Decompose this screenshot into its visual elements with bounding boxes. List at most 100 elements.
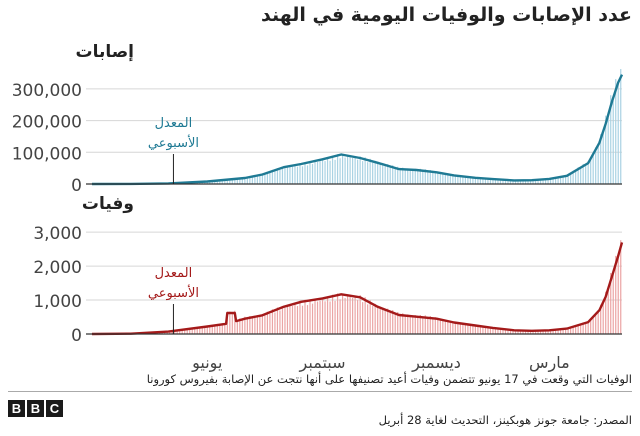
- deaths-daily-bar: [432, 318, 434, 334]
- cases-daily-bar: [419, 168, 421, 184]
- cases-daily-bar: [241, 178, 243, 184]
- deaths-daily-bar: [464, 324, 466, 334]
- deaths-daily-bar: [359, 295, 361, 334]
- deaths-daily-bar: [610, 272, 612, 334]
- cases-daily-bar: [472, 177, 474, 184]
- deaths-daily-bar: [447, 320, 449, 334]
- deaths-daily-bar: [392, 310, 394, 334]
- cases-daily-bar: [519, 180, 522, 184]
- deaths-daily-bar: [299, 300, 301, 334]
- deaths-daily-bar: [424, 315, 426, 334]
- cases-daily-bar: [372, 162, 374, 184]
- cases-daily-bar: [221, 179, 223, 184]
- cases-daily-bar: [552, 178, 554, 184]
- cases-daily-bar: [214, 180, 216, 184]
- deaths-daily-bar: [374, 303, 376, 334]
- deaths-daily-bar: [607, 290, 609, 334]
- cases-daily-bar: [442, 172, 444, 184]
- cases-daily-bar: [444, 173, 446, 184]
- cases-daily-bar: [211, 180, 213, 184]
- cases-daily-bar: [607, 117, 609, 184]
- deaths-daily-bar: [527, 330, 529, 334]
- deaths-daily-bar: [239, 318, 241, 334]
- deaths-daily-bar: [570, 327, 572, 334]
- deaths-daily-bar: [587, 321, 589, 334]
- cases-daily-bar: [565, 176, 567, 184]
- cases-daily-bar: [585, 165, 587, 184]
- deaths-daily-bar: [324, 301, 326, 334]
- cases-daily-bar: [414, 168, 416, 184]
- cases-daily-bar: [316, 162, 319, 184]
- cases-daily-bar: [407, 168, 409, 184]
- deaths-daily-bar: [296, 306, 299, 334]
- deaths-daily-bar: [194, 327, 196, 334]
- deaths-daily-bar: [422, 317, 424, 334]
- deaths-daily-bar: [181, 330, 183, 334]
- cases-daily-bar: [266, 171, 269, 184]
- cases-daily-bar: [281, 166, 284, 184]
- cases-daily-bar: [306, 165, 309, 184]
- cases-daily-bar: [261, 173, 264, 184]
- deaths-daily-bar: [224, 323, 226, 334]
- cases-daily-bar: [502, 179, 504, 184]
- cases-daily-bar: [382, 163, 384, 184]
- deaths-daily-bar: [344, 298, 346, 334]
- deaths-daily-bar: [171, 331, 173, 334]
- cases-daily-bar: [274, 171, 276, 184]
- deaths-daily-bar: [557, 329, 559, 334]
- deaths-daily-bar: [331, 294, 334, 334]
- deaths-daily-bar: [321, 299, 324, 334]
- deaths-daily-bar: [209, 326, 211, 334]
- cases-daily-bar: [286, 166, 289, 184]
- cases-daily-bar: [542, 179, 544, 184]
- cases-daily-bar: [301, 166, 304, 184]
- deaths-daily-bar: [309, 299, 311, 334]
- cases-daily-bar: [557, 177, 559, 184]
- deaths-daily-bar: [357, 299, 359, 334]
- cases-daily-bar: [417, 170, 419, 184]
- cases-daily-bar: [517, 180, 519, 184]
- deaths-daily-bar: [484, 326, 487, 334]
- cases-daily-bar: [422, 171, 424, 184]
- deaths-daily-bar: [291, 306, 294, 334]
- deaths-daily-bar: [542, 330, 544, 334]
- cases-daily-bar: [359, 156, 361, 184]
- cases-daily-bar: [341, 154, 344, 184]
- cases-daily-bar: [544, 178, 547, 184]
- cases-daily-bar: [457, 175, 459, 184]
- cases-daily-bar: [439, 172, 441, 184]
- cases-daily-bar: [462, 175, 464, 184]
- xtick-label: سبتمبر: [299, 353, 346, 373]
- cases-daily-bar: [434, 171, 436, 184]
- deaths-daily-bar: [489, 327, 492, 334]
- deaths-daily-bar: [229, 311, 231, 334]
- cases-daily-bar: [311, 163, 314, 184]
- deaths-daily-bar: [404, 315, 406, 334]
- cases-daily-bar: [387, 164, 389, 184]
- deaths-daily-bar: [254, 315, 256, 334]
- deaths-daily-bar: [620, 240, 622, 334]
- deaths-daily-bar: [372, 305, 374, 334]
- cases-daily-bar: [321, 159, 324, 184]
- cases-daily-bar: [331, 155, 334, 184]
- cases-daily-bar: [329, 160, 331, 184]
- deaths-annotation-label: المعدل: [155, 266, 193, 281]
- cases-daily-bar: [412, 169, 414, 184]
- cases-daily-bar: [319, 161, 321, 184]
- cases-daily-bar: [605, 115, 607, 184]
- deaths-daily-bar: [336, 293, 339, 334]
- cases-daily-bar: [449, 175, 451, 184]
- deaths-daily-bar: [329, 301, 331, 334]
- deaths-daily-bar: [590, 319, 592, 334]
- cases-daily-bar: [264, 174, 266, 184]
- cases-ytick-label: 100,000: [12, 144, 82, 164]
- deaths-ytick-label: 1,000: [33, 292, 82, 312]
- bbc-logo: B B C: [8, 400, 63, 417]
- deaths-daily-bar: [407, 314, 409, 334]
- deaths-daily-bar: [364, 297, 366, 334]
- cases-daily-bar: [610, 95, 612, 184]
- deaths-daily-bar: [199, 327, 201, 334]
- deaths-daily-bar: [605, 291, 607, 334]
- cases-daily-bar: [409, 169, 411, 184]
- deaths-daily-bar: [547, 330, 549, 334]
